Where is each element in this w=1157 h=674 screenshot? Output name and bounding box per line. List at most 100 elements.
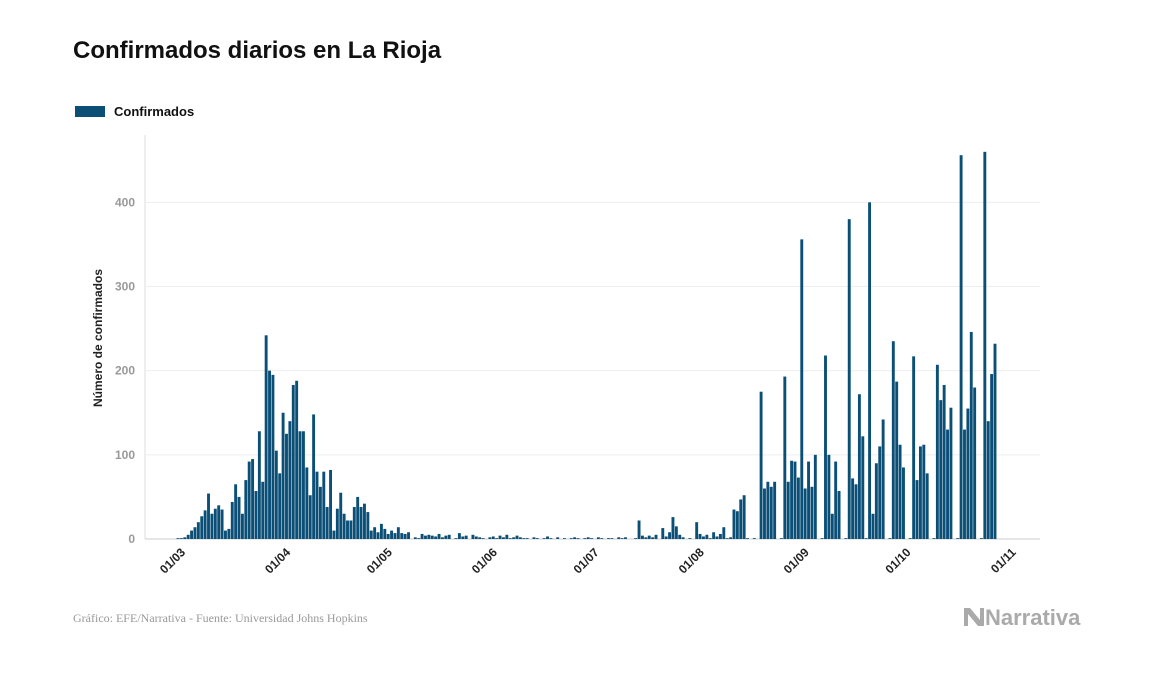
bar — [437, 533, 441, 539]
bar — [837, 491, 841, 539]
x-tick-label: 01/03 — [157, 545, 188, 576]
bar — [332, 530, 336, 539]
bar — [583, 538, 587, 539]
bar — [207, 493, 210, 539]
bar — [661, 528, 665, 539]
bar — [844, 538, 848, 539]
bar — [325, 507, 329, 539]
legend-label: Confirmados — [114, 104, 194, 119]
brand-logo: Narrativa — [964, 605, 1081, 630]
bar — [729, 537, 733, 539]
bar — [447, 534, 451, 539]
bar — [400, 533, 404, 539]
bar — [807, 461, 810, 539]
bar — [210, 513, 214, 539]
bar — [922, 444, 926, 539]
bar — [915, 480, 919, 539]
bar — [546, 536, 549, 539]
bar — [759, 391, 763, 539]
bar — [339, 492, 343, 539]
bar — [251, 459, 255, 539]
bar — [966, 408, 970, 539]
bar — [525, 538, 529, 539]
bar — [193, 527, 197, 539]
bar — [695, 522, 699, 539]
bar — [861, 436, 865, 539]
bar — [281, 412, 285, 539]
bar — [732, 509, 736, 539]
bar — [854, 484, 858, 539]
bar — [457, 533, 461, 539]
bar — [624, 537, 627, 539]
bar — [369, 530, 373, 539]
bar — [515, 535, 519, 539]
bar — [766, 481, 770, 539]
x-tick-label: 01/05 — [364, 545, 395, 576]
bar — [427, 534, 431, 539]
bar — [678, 534, 682, 539]
bar — [491, 536, 495, 539]
bar — [912, 356, 916, 539]
bar — [573, 537, 577, 539]
x-tick-label: 01/04 — [262, 545, 293, 576]
bar — [376, 532, 380, 539]
bar — [301, 431, 305, 539]
x-tick-label: 01/06 — [469, 545, 500, 576]
bar — [725, 538, 729, 539]
bar — [932, 538, 936, 539]
bar — [569, 538, 573, 539]
bar — [576, 538, 580, 539]
bar — [495, 538, 499, 539]
bar — [790, 460, 794, 539]
bar — [417, 538, 421, 539]
x-tick-label: 01/11 — [988, 545, 1019, 576]
bar — [949, 407, 953, 539]
bar — [312, 414, 316, 539]
bar — [647, 535, 651, 539]
bar — [644, 537, 648, 539]
bar — [542, 538, 546, 539]
bar — [430, 535, 434, 539]
bar — [535, 538, 539, 539]
bar — [674, 526, 678, 539]
y-tick-label: 300 — [115, 280, 135, 294]
bar — [247, 461, 251, 539]
bar — [274, 450, 278, 539]
bar — [973, 387, 977, 539]
bar — [322, 471, 326, 539]
bar — [363, 503, 366, 539]
bar — [718, 533, 722, 539]
bar — [918, 446, 922, 539]
bar — [891, 341, 895, 539]
bar — [786, 481, 790, 539]
bar — [986, 421, 990, 539]
bar — [379, 523, 383, 539]
bar — [739, 499, 743, 539]
bar — [868, 202, 872, 540]
x-tick-label: 01/09 — [781, 545, 812, 576]
bar — [746, 538, 749, 539]
legend-swatch — [75, 106, 105, 117]
bar — [549, 538, 553, 539]
bar — [878, 446, 882, 539]
bar — [783, 376, 787, 539]
bar — [590, 538, 594, 539]
bar — [518, 537, 522, 539]
bar — [827, 454, 831, 539]
bar — [834, 461, 838, 539]
bar — [403, 533, 407, 539]
y-axis-label: Número de confirmados — [91, 269, 105, 407]
bar — [959, 155, 963, 539]
bar — [244, 480, 248, 539]
bar — [285, 433, 288, 539]
bar — [779, 538, 783, 539]
brand-name: Narrativa — [985, 605, 1081, 630]
bar — [505, 534, 509, 539]
bar — [396, 527, 400, 539]
bar — [830, 513, 834, 539]
bar — [596, 537, 600, 539]
bar — [271, 374, 275, 539]
y-tick-label: 400 — [115, 195, 135, 209]
bar — [366, 512, 370, 539]
bar — [393, 533, 397, 539]
